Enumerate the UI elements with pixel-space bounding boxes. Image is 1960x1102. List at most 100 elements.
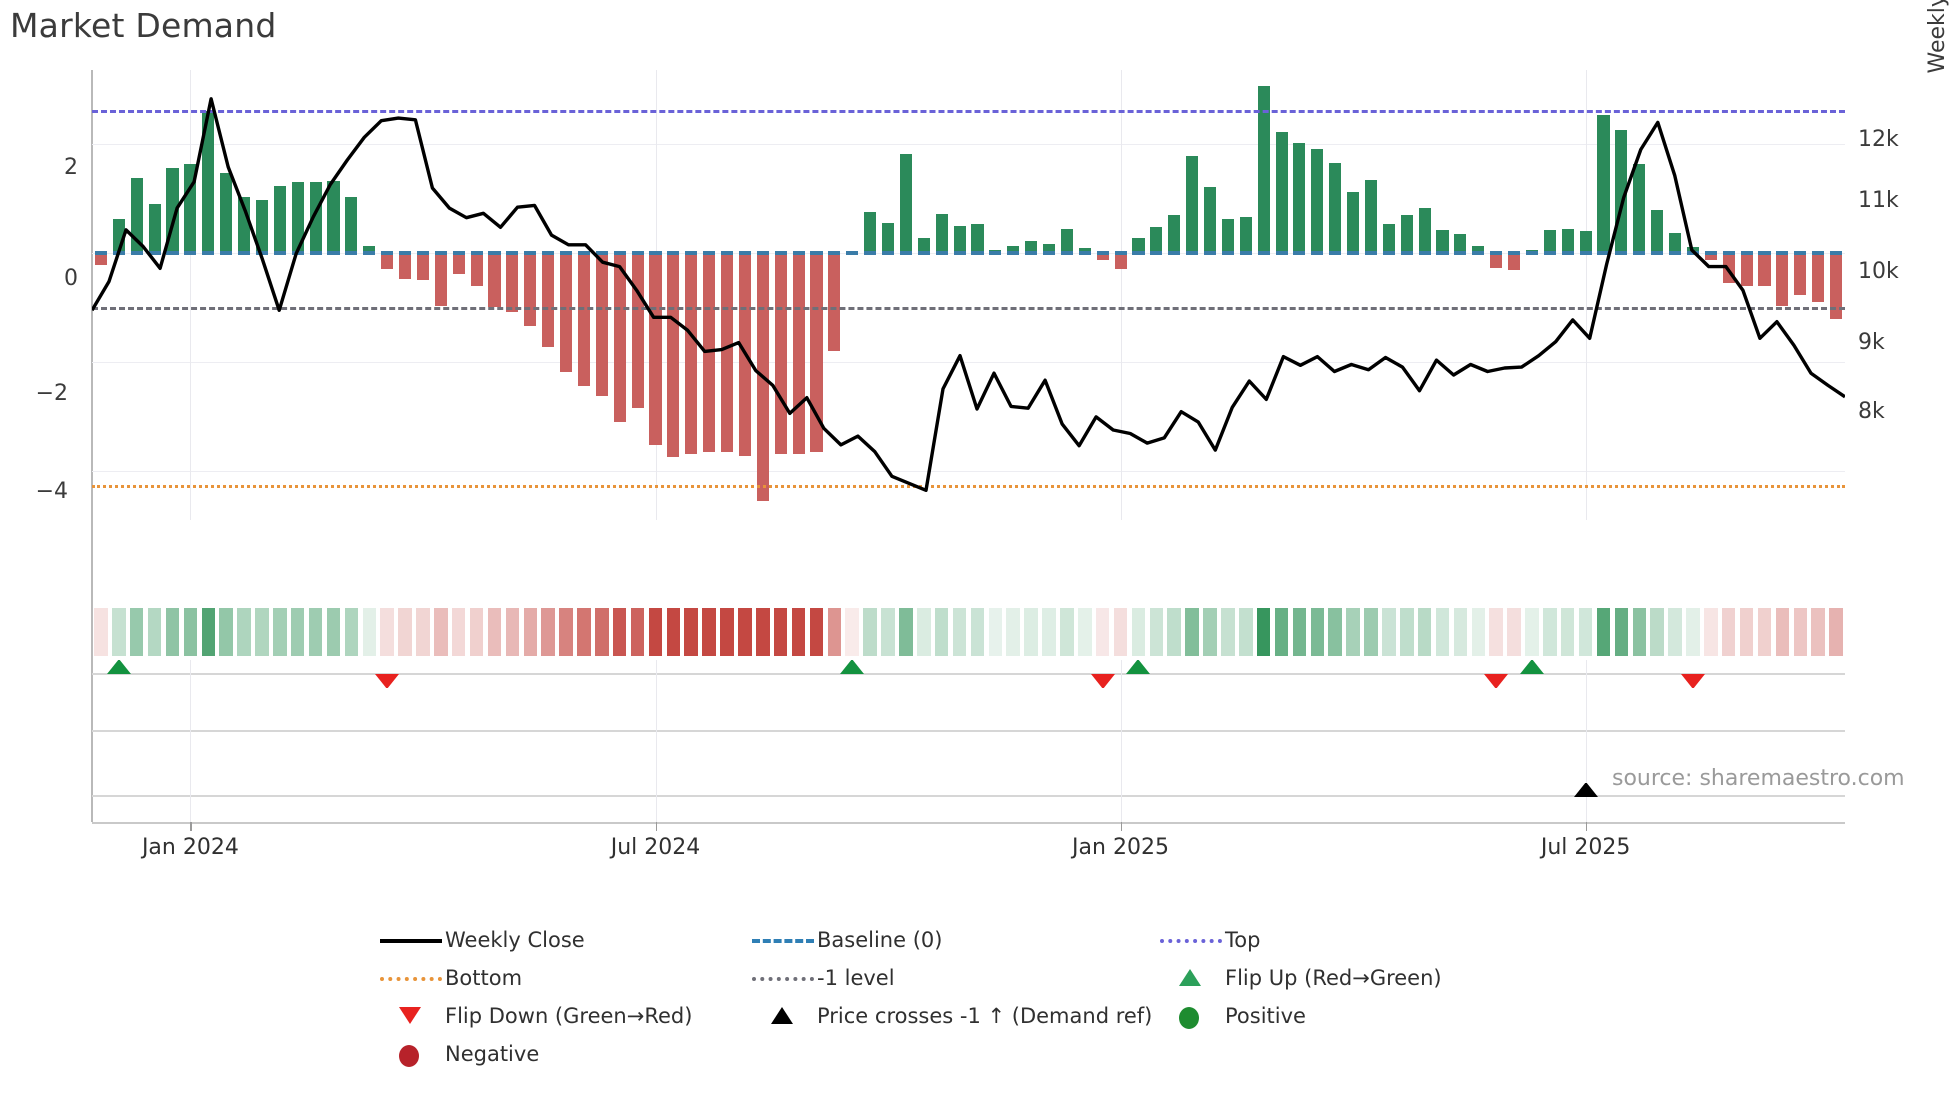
flip-up-marker — [838, 660, 866, 674]
baseline-cap — [953, 250, 966, 255]
baseline-cap — [345, 250, 358, 255]
legend-weekly-close-label: Weekly Close — [445, 928, 585, 952]
legend-price-cross-label: Price crosses -1 ↑ (Demand ref) — [817, 1004, 1153, 1028]
baseline-cap — [1150, 250, 1163, 255]
heatmap-cell — [1400, 608, 1414, 656]
demand-bar — [971, 223, 984, 253]
demand-bar — [1508, 252, 1521, 271]
demand-bar — [1740, 252, 1753, 287]
x-tick-label-1: Jul 2024 — [610, 835, 701, 860]
gridline-x-0 — [190, 70, 192, 520]
heatmap-cell — [970, 608, 985, 656]
legend-bottom[interactable]: Bottom — [375, 963, 522, 993]
triangle-up-black-icon — [771, 1007, 793, 1024]
reference-line-bottom — [92, 484, 1845, 488]
demand-bar — [935, 213, 948, 253]
x-axis-line — [92, 822, 1845, 824]
heatmap-cell — [1507, 608, 1521, 656]
demand-heatmap-strip — [92, 608, 1845, 656]
legend-minus1-label: -1 level — [817, 966, 895, 990]
demand-bar — [667, 252, 680, 458]
demand-bar — [220, 173, 233, 253]
baseline-cap — [1418, 250, 1431, 255]
baseline-cap — [1042, 250, 1056, 255]
demand-bar — [399, 252, 412, 279]
flip-down-marker — [1089, 674, 1117, 688]
demand-bar — [1186, 155, 1199, 253]
baseline-cap — [649, 250, 662, 255]
source-note: source: sharemaestro.com — [1612, 766, 1905, 791]
legend-minus1[interactable]: -1 level — [747, 963, 895, 993]
heatmap-cell — [362, 608, 377, 656]
baseline-cap — [613, 250, 626, 255]
baseline-cap — [1203, 250, 1217, 255]
heatmap-cell — [290, 608, 305, 656]
heatmap-cell — [1024, 608, 1038, 656]
baseline-cap — [774, 250, 787, 255]
heatmap-cell — [1256, 608, 1271, 656]
baseline-cap — [989, 250, 1002, 255]
circle-icon — [1179, 1007, 1199, 1029]
baseline-cap — [416, 250, 429, 255]
heatmap-cell — [112, 608, 126, 656]
baseline-cap — [202, 250, 215, 255]
legend-weekly-close[interactable]: Weekly Close — [375, 925, 585, 955]
demand-bar — [1221, 218, 1234, 253]
heatmap-cell — [1775, 608, 1790, 656]
legend-negative[interactable]: Negative — [375, 1039, 539, 1069]
heatmap-cell — [952, 608, 967, 656]
dotted-line-swatch-icon — [380, 977, 442, 981]
legend-baseline[interactable]: Baseline (0) — [747, 925, 942, 955]
demand-bar — [470, 252, 483, 287]
baseline-cap — [1060, 250, 1073, 255]
x-tick-label-0: Jan 2024 — [141, 835, 239, 860]
baseline-cap — [381, 250, 394, 255]
demand-bar — [1257, 86, 1270, 253]
heatmap-cell — [1364, 608, 1378, 656]
demand-bar — [1239, 216, 1252, 253]
baseline-cap — [1454, 250, 1467, 255]
price-cross-marker-glyph — [1573, 783, 1598, 797]
legend-flip-down[interactable]: Flip Down (Green→Red) — [375, 1001, 692, 1031]
demand-bar — [828, 252, 841, 351]
baseline-cap — [846, 250, 859, 255]
baseline-cap — [1508, 250, 1521, 255]
legend-top-label: Top — [1225, 928, 1261, 952]
heatmap-cell — [398, 608, 412, 656]
gridline-y-0 — [92, 143, 1845, 145]
legend-price-cross[interactable]: Price crosses -1 ↑ (Demand ref) — [747, 1001, 1152, 1031]
heatmap-cell — [630, 608, 645, 656]
baseline-cap — [506, 250, 519, 255]
demand-bar — [595, 252, 608, 396]
flip-down-marker-glyph — [375, 674, 400, 688]
heatmap-cell — [809, 608, 824, 656]
demand-bar — [542, 252, 555, 348]
demand-bar — [1025, 240, 1038, 253]
heatmap-cell — [756, 608, 770, 656]
heatmap-cell — [1274, 608, 1289, 656]
heatmap-cell — [1221, 608, 1235, 656]
heatmap-cell — [326, 608, 341, 656]
y-tick-right-1: 11k — [1858, 188, 1899, 213]
heatmap-cell — [1185, 608, 1199, 656]
gridline-y-2 — [92, 361, 1845, 363]
heatmap-cell — [1239, 608, 1253, 656]
heatmap-cell — [1543, 608, 1557, 656]
legend-flip-up[interactable]: Flip Up (Red→Green) — [1155, 963, 1442, 993]
heatmap-cell — [934, 608, 949, 656]
heatmap-cell — [541, 608, 555, 656]
heatmap-cell — [845, 608, 859, 656]
legend-positive[interactable]: Positive — [1155, 1001, 1306, 1031]
baseline-cap — [1311, 250, 1324, 255]
demand-bar — [1311, 149, 1324, 253]
legend-top[interactable]: Top — [1155, 925, 1260, 955]
demand-bar — [1704, 252, 1717, 261]
heatmap-cell — [1149, 608, 1164, 656]
demand-bar — [1472, 245, 1485, 253]
heatmap-cell — [1006, 608, 1020, 656]
baseline-cap — [1472, 250, 1485, 255]
baseline-cap — [667, 250, 680, 255]
baseline-cap — [327, 250, 340, 255]
flip-up-marker — [1124, 660, 1152, 674]
flip-down-marker-glyph — [1681, 674, 1705, 688]
